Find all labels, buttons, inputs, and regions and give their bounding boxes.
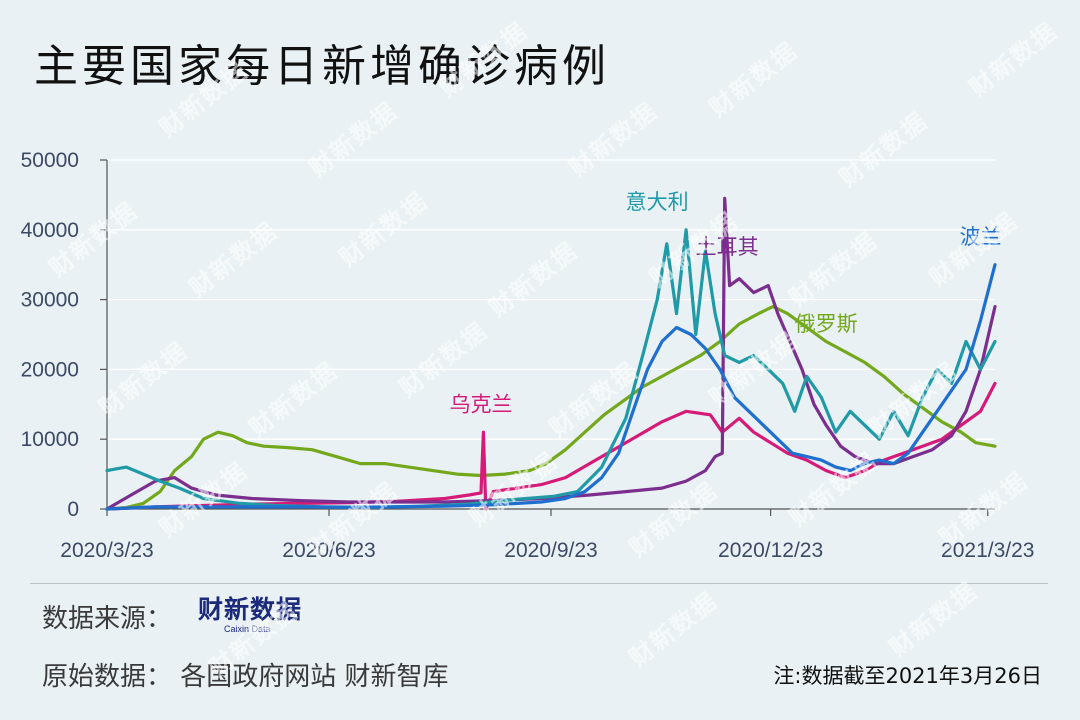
x-axis: 2020/3/23 2020/6/23 2020/9/23 2020/12/23 202… bbox=[60, 508, 1034, 562]
data-source-label: 数据来源： bbox=[42, 604, 173, 634]
y-tick-label: 30000 bbox=[21, 289, 79, 312]
series-line-乌克兰 bbox=[105, 381, 997, 511]
y-tick-label: 0 bbox=[67, 498, 79, 521]
x-tick-label: 2020/12/23 bbox=[718, 539, 823, 562]
y-tick-label: 40000 bbox=[21, 219, 79, 242]
x-tick-label: 2020/3/23 bbox=[60, 539, 153, 562]
footer-divider bbox=[30, 583, 1048, 584]
y-tick-label: 10000 bbox=[21, 428, 79, 451]
chart-title: 主要国家每日新增确诊病例 bbox=[34, 41, 610, 92]
y-tick-label: 20000 bbox=[21, 358, 79, 381]
series-line-俄罗斯 bbox=[105, 305, 997, 511]
series-lines bbox=[105, 196, 997, 511]
gridlines bbox=[107, 159, 995, 440]
logo-text-en: Caixin Data bbox=[224, 624, 271, 634]
series-line-波兰 bbox=[105, 263, 997, 511]
x-tick-label: 2020/6/23 bbox=[282, 539, 375, 562]
series-label-意大利: 意大利 bbox=[626, 190, 689, 214]
watermark-text: 财新数据 bbox=[883, 576, 984, 663]
caixin-data-logo: 财新数据 Caixin Data bbox=[198, 595, 303, 635]
x-tick-label: 2020/9/23 bbox=[504, 539, 597, 562]
y-axis: 0 10000 20000 30000 40000 50000 bbox=[21, 149, 108, 521]
watermark-text: 财新数据 bbox=[623, 586, 724, 673]
series-label-俄罗斯: 俄罗斯 bbox=[795, 312, 858, 336]
y-tick-label: 50000 bbox=[21, 149, 79, 172]
raw-data-source: 原始数据： 各国政府网站 财新智库 bbox=[42, 662, 449, 692]
series-label-乌克兰: 乌克兰 bbox=[450, 392, 513, 416]
series-line-土耳其 bbox=[105, 196, 997, 511]
logo-text-cn: 财新数据 bbox=[198, 595, 303, 624]
series-label-波兰: 波兰 bbox=[960, 225, 1002, 249]
data-cutoff-note: 注:数据截至2021年3月26日 bbox=[773, 664, 1042, 688]
series-label-土耳其: 土耳其 bbox=[696, 235, 759, 259]
x-tick-label: 2021/3/23 bbox=[941, 539, 1034, 562]
